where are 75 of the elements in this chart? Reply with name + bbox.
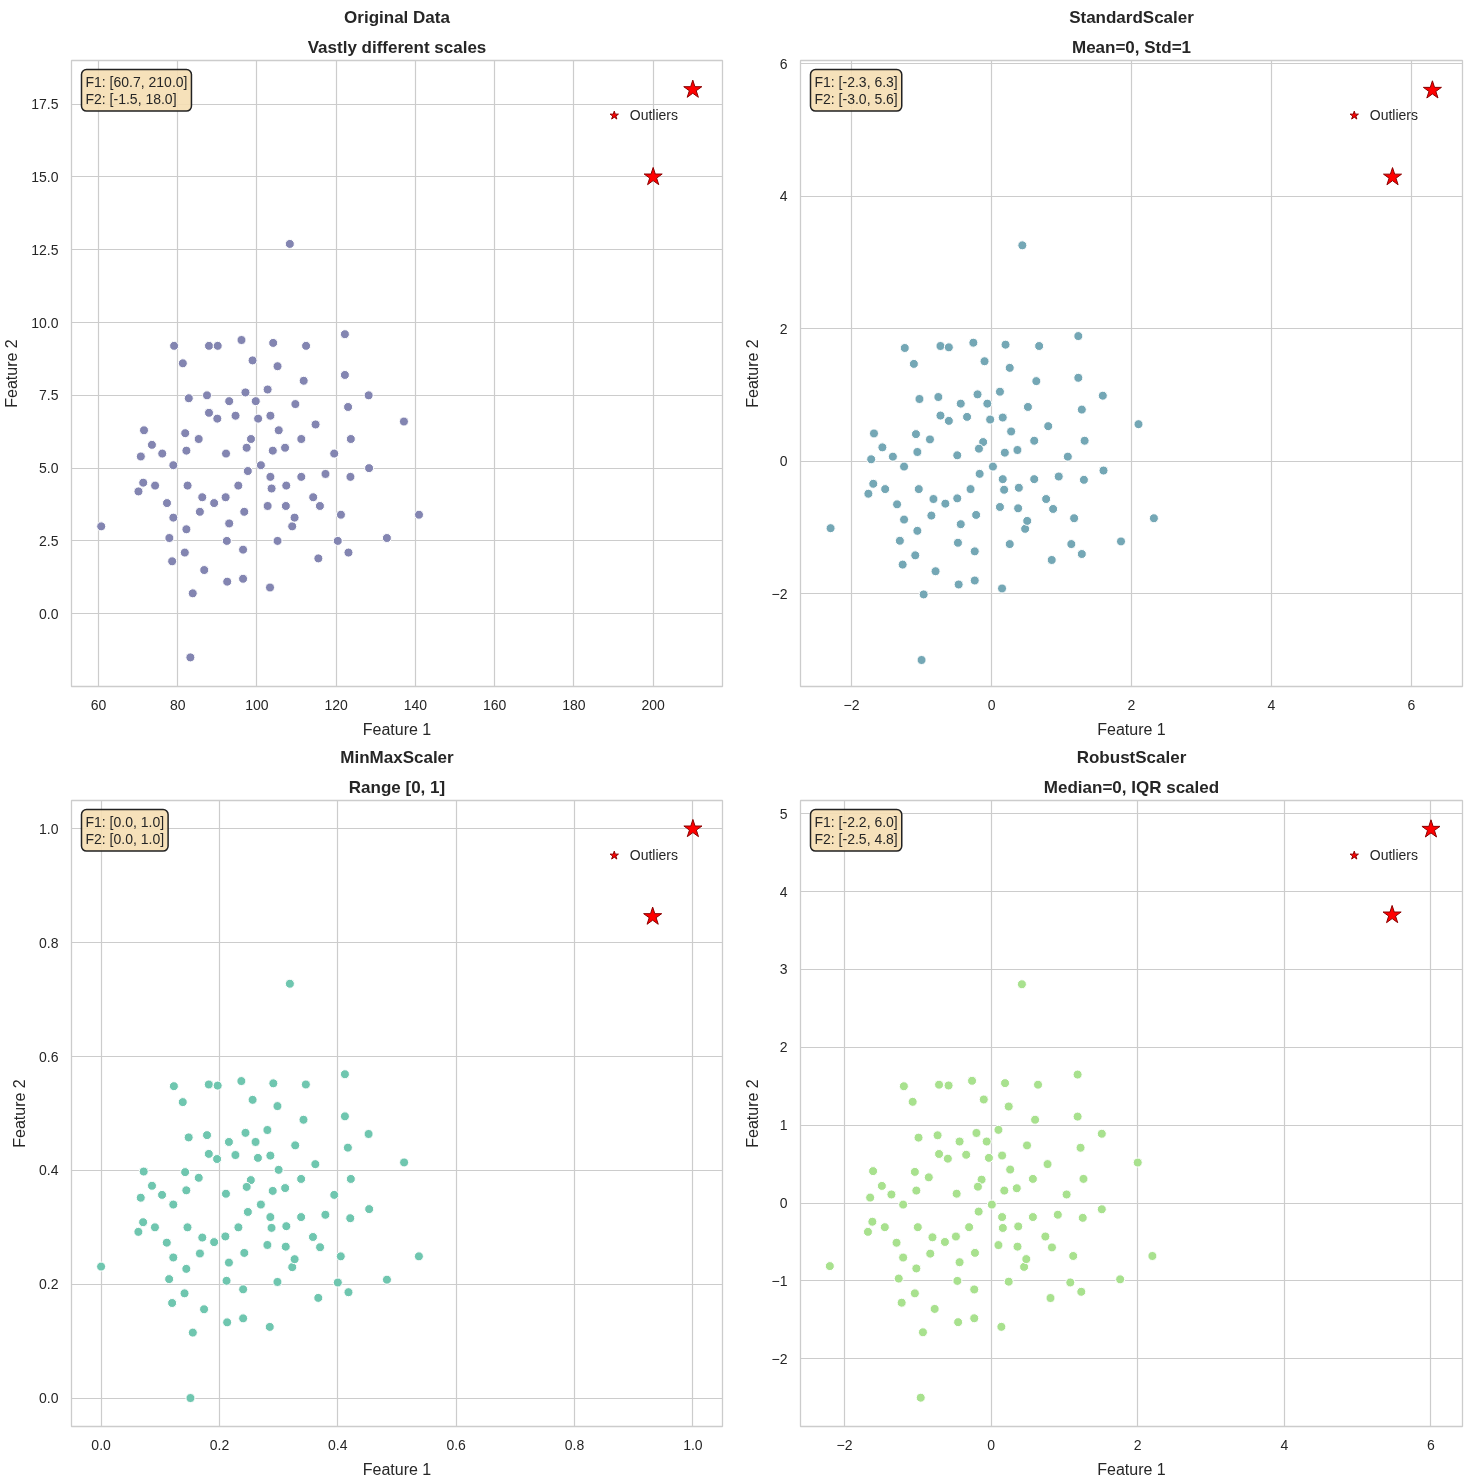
chart-title: Original Data	[344, 7, 451, 27]
y-tick-label: 3	[779, 961, 788, 978]
x-tick-label: 200	[641, 696, 666, 713]
x-tick-label: 120	[324, 696, 349, 713]
legend-label: Outliers	[1369, 107, 1418, 123]
y-axis-title: Feature 2	[11, 1079, 29, 1148]
y-axis-title: Feature 2	[743, 1079, 761, 1148]
annotation: F1: [-2.2, 6.0] F2: [-2.5, 4.8]	[814, 813, 898, 848]
x-tick-label: 6	[1427, 1436, 1436, 1453]
y-tick-label: −2	[771, 585, 788, 602]
x-tick-label: 80	[169, 696, 186, 713]
chart-subtitle: Range [0, 1]	[348, 777, 446, 797]
chart-title: MinMaxScaler	[340, 747, 455, 767]
chart-title: StandardScaler	[1069, 7, 1195, 27]
x-tick-label: 0.6	[446, 1436, 467, 1453]
y-tick-label: 2.5	[39, 532, 59, 549]
y-tick-label: 6	[779, 55, 788, 72]
y-tick-label: 15.0	[31, 168, 59, 185]
annotation: F1: [-2.3, 6.3] F2: [-3.0, 5.6]	[814, 73, 898, 108]
chart-subtitle: Mean=0, Std=1	[1071, 37, 1192, 57]
y-tick-label: 1.0	[39, 820, 59, 837]
legend-label: Outliers	[1369, 847, 1418, 863]
x-tick-label: 0.2	[209, 1436, 230, 1453]
x-tick-label: −2	[843, 696, 860, 713]
x-tick-label: 0	[987, 1436, 996, 1453]
annotation: F1: [0.0, 1.0] F2: [0.0, 1.0]	[85, 813, 165, 848]
x-tick-label: 0.8	[564, 1436, 585, 1453]
y-axis-title: Feature 2	[743, 339, 761, 408]
y-tick-label: 0.4	[39, 1162, 59, 1179]
x-axis-title: Feature 1	[362, 720, 432, 738]
x-tick-label: 4	[1280, 1436, 1289, 1453]
y-tick-label: 12.5	[31, 241, 59, 258]
y-tick-label: 2	[779, 320, 788, 337]
x-tick-label: 4	[1267, 696, 1276, 713]
y-tick-label: 0	[779, 1195, 788, 1212]
y-tick-label: 5.0	[39, 460, 59, 477]
x-tick-label: 100	[245, 696, 269, 713]
x-axis-title: Feature 1	[1097, 1460, 1166, 1478]
y-tick-label: 5	[779, 805, 788, 822]
x-tick-label: 2	[1133, 1436, 1142, 1453]
y-tick-label: 0.8	[39, 934, 59, 951]
y-tick-label: −1	[771, 1272, 788, 1289]
y-tick-label: 1	[779, 1117, 788, 1134]
y-tick-label: 17.5	[31, 96, 59, 113]
x-tick-label: 0.0	[91, 1436, 112, 1453]
y-tick-label: 4	[779, 188, 788, 205]
x-tick-label: 180	[562, 696, 586, 713]
x-tick-label: 0	[987, 696, 996, 713]
y-axis-title: Feature 2	[3, 339, 21, 408]
annotation: F1: [60.7, 210.0] F2: [-1.5, 18.0]	[85, 73, 188, 108]
x-tick-label: 160	[482, 696, 507, 713]
x-axis-title: Feature 1	[1097, 720, 1166, 738]
x-axis-title: Feature 1	[362, 1460, 432, 1478]
y-tick-label: 4	[779, 883, 788, 900]
x-tick-label: 6	[1407, 696, 1416, 713]
y-tick-label: 7.5	[39, 387, 59, 404]
legend-label: Outliers	[629, 107, 678, 123]
y-tick-label: 0	[779, 453, 788, 470]
x-tick-label: 0.4	[328, 1436, 348, 1453]
chart-subtitle: Median=0, IQR scaled	[1043, 777, 1220, 797]
y-tick-label: 0.0	[39, 1390, 59, 1407]
legend-label: Outliers	[629, 847, 678, 863]
x-tick-label: 2	[1127, 696, 1136, 713]
y-tick-label: 10.0	[31, 314, 59, 331]
x-tick-label: 140	[403, 696, 428, 713]
x-tick-label: −2	[836, 1436, 853, 1453]
y-tick-label: 2	[779, 1039, 788, 1056]
chart-title: RobustScaler	[1076, 747, 1187, 767]
y-tick-label: −2	[771, 1350, 788, 1367]
y-tick-label: 0.2	[39, 1276, 59, 1293]
y-tick-label: 0.6	[39, 1048, 59, 1065]
y-tick-label: 0.0	[39, 605, 59, 622]
chart-subtitle: Vastly different scales	[307, 37, 487, 57]
x-tick-label: 1.0	[683, 1436, 703, 1453]
x-tick-label: 60	[90, 696, 107, 713]
